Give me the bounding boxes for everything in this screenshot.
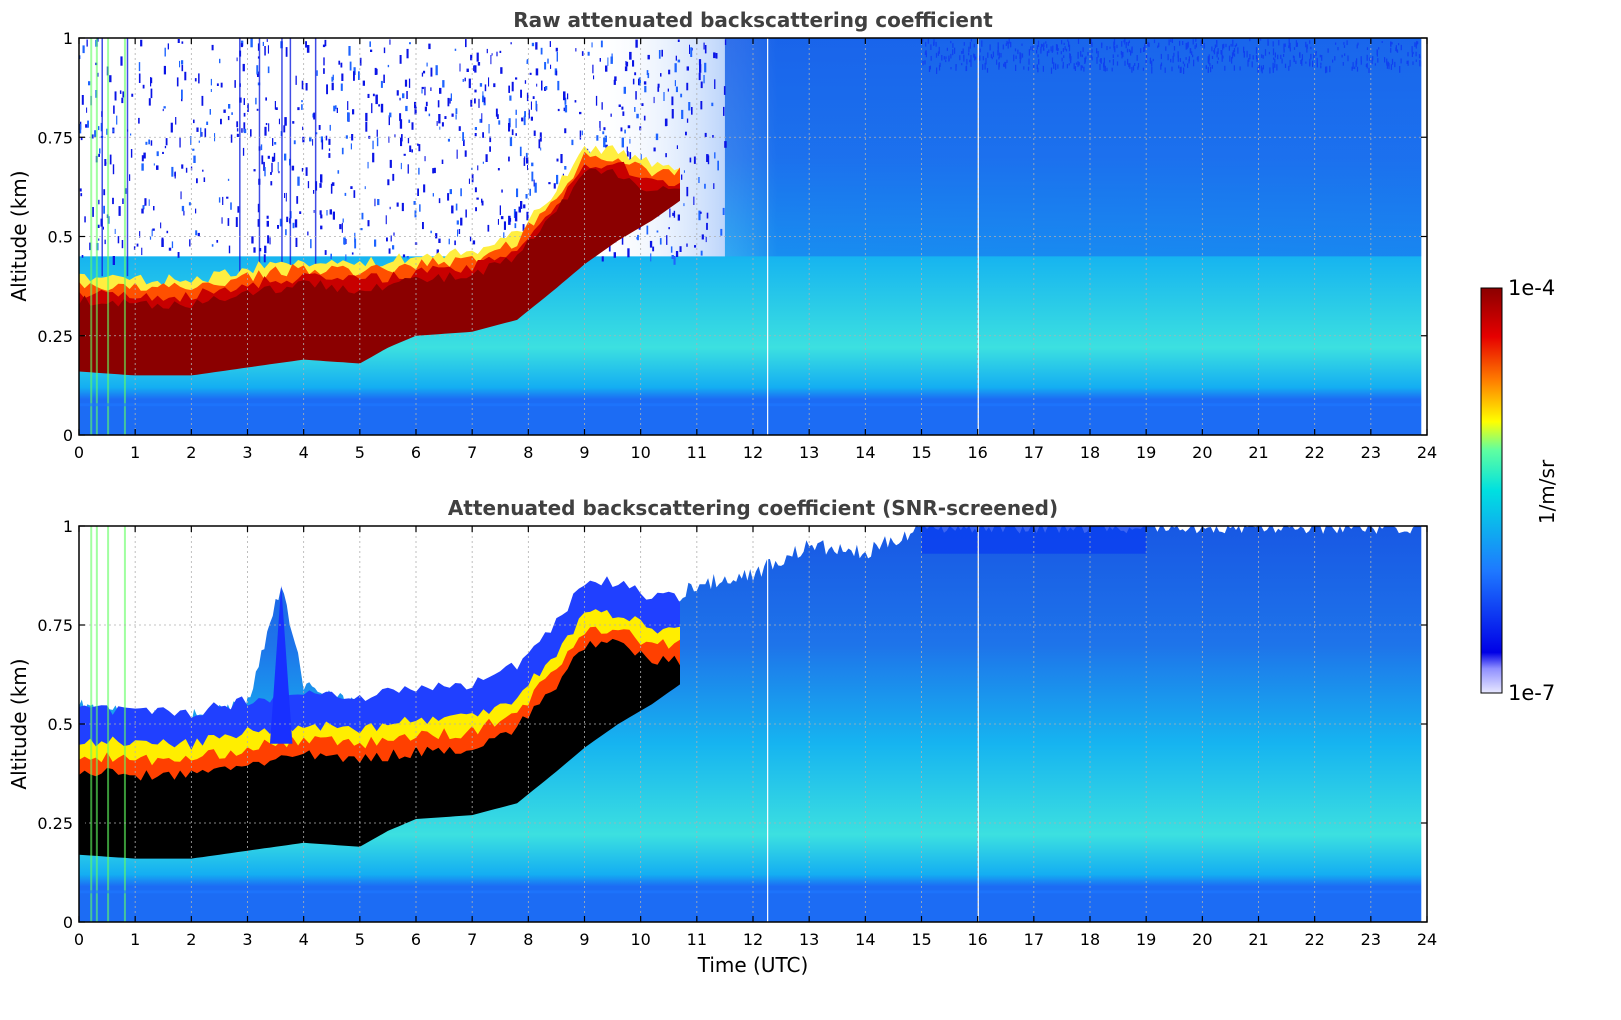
y-tick-label: 0	[63, 426, 73, 445]
x-tick-label: 15	[911, 930, 931, 949]
convective-plume	[269, 585, 293, 744]
colorbar-min-label: 1e-7	[1508, 681, 1555, 705]
x-tick-label: 5	[355, 930, 365, 949]
x-tick-label: 9	[579, 930, 589, 949]
x-tick-label: 21	[1248, 930, 1268, 949]
colorbar-gradient	[1480, 287, 1503, 694]
x-tick-label: 7	[467, 930, 477, 949]
x-tick-label: 24	[1417, 443, 1437, 462]
y-tick-label: 0.25	[37, 814, 73, 833]
raw-panel-title: Raw attenuated backscattering coefficien…	[513, 8, 993, 32]
x-tick-label: 22	[1304, 443, 1324, 462]
raw-backscatter-panel: Raw attenuated backscattering coefficien…	[7, 8, 1437, 462]
screened-panel-title: Attenuated backscattering coefficient (S…	[448, 496, 1058, 520]
x-tick-label: 11	[687, 930, 707, 949]
surface-layer	[79, 403, 1422, 407]
x-tick-label: 19	[1136, 930, 1156, 949]
raw-y-axis-label: Altitude (km)	[7, 170, 31, 301]
raw-x-axis-ticks: 0 1 2 3 4 5 6 7 8 9 10 11 12 13 14 15 16 17 18 19 20 21 22 23 24	[74, 38, 1437, 462]
x-tick-label: 6	[411, 930, 421, 949]
raw-backscatter-heatmap	[79, 38, 1427, 435]
x-tick-label: 4	[299, 930, 309, 949]
x-tick-label: 6	[411, 443, 421, 462]
x-tick-label: 4	[299, 443, 309, 462]
x-tick-label: 9	[579, 443, 589, 462]
screened-backscatter-panel: Attenuated backscattering coefficient (S…	[7, 496, 1437, 977]
precip-streak	[90, 526, 93, 922]
missing-data-gap	[977, 38, 979, 435]
x-tick-label: 20	[1192, 443, 1212, 462]
x-tick-label: 12	[743, 930, 763, 949]
x-tick-label: 8	[523, 930, 533, 949]
x-tick-label: 11	[687, 443, 707, 462]
x-tick-label: 2	[186, 930, 196, 949]
x-tick-label: 12	[743, 443, 763, 462]
x-tick-label: 14	[855, 930, 875, 949]
x-tick-label: 19	[1136, 443, 1156, 462]
x-tick-label: 18	[1080, 443, 1100, 462]
precip-streak	[95, 38, 98, 435]
raw-y-axis-ticks: 0 0.25 0.5 0.75 1	[37, 29, 1427, 445]
raw-gridlines	[78, 37, 1428, 436]
x-tick-label: 16	[967, 443, 987, 462]
x-tick-label: 3	[242, 443, 252, 462]
y-tick-label: 0	[63, 913, 73, 932]
x-tick-label: 23	[1361, 930, 1381, 949]
x-tick-label: 23	[1361, 443, 1381, 462]
x-tick-label: 17	[1024, 443, 1044, 462]
x-tick-label: 2	[186, 443, 196, 462]
x-tick-label: 0	[74, 930, 84, 949]
x-tick-label: 21	[1248, 443, 1268, 462]
missing-data-gap	[977, 526, 979, 922]
x-tick-label: 16	[967, 930, 987, 949]
x-tick-label: 24	[1417, 930, 1437, 949]
y-tick-label: 0.5	[48, 715, 73, 734]
x-tick-label: 13	[799, 443, 819, 462]
x-axis-label: Time (UTC)	[697, 953, 809, 977]
x-tick-label: 13	[799, 930, 819, 949]
x-tick-label: 17	[1024, 930, 1044, 949]
precip-streak	[107, 526, 110, 922]
y-tick-label: 0.25	[37, 327, 73, 346]
x-tick-label: 20	[1192, 930, 1212, 949]
y-tick-label: 1	[63, 517, 73, 536]
colorbar-unit-label: 1/m/sr	[1535, 459, 1559, 524]
precip-streak	[95, 526, 98, 922]
x-tick-label: 7	[467, 443, 477, 462]
x-tick-label: 14	[855, 443, 875, 462]
x-tick-label: 10	[630, 443, 650, 462]
x-tick-label: 15	[911, 443, 931, 462]
x-tick-label: 3	[242, 930, 252, 949]
precip-streak	[107, 38, 110, 435]
missing-data-gap	[767, 526, 769, 922]
screened-backscatter-heatmap	[79, 526, 1427, 922]
x-tick-label: 22	[1304, 930, 1324, 949]
surface-layer	[79, 890, 1422, 894]
noise-texture	[79, 38, 1423, 277]
x-tick-label: 1	[130, 930, 140, 949]
y-tick-label: 0.75	[37, 128, 73, 147]
x-tick-label: 10	[630, 930, 650, 949]
screened-y-axis-ticks: 0 0.25 0.5 0.75 1	[37, 517, 1427, 932]
y-tick-label: 0.75	[37, 616, 73, 635]
screened-y-axis-label: Altitude (km)	[7, 658, 31, 789]
missing-data-gap	[767, 38, 769, 435]
y-tick-label: 0.5	[48, 228, 73, 247]
x-tick-label: 8	[523, 443, 533, 462]
x-tick-label: 5	[355, 443, 365, 462]
x-tick-label: 1	[130, 443, 140, 462]
x-tick-label: 18	[1080, 930, 1100, 949]
colorbar-max-label: 1e-4	[1508, 276, 1555, 300]
colorbar: 1e-4 1e-7 1/m/sr	[1480, 276, 1559, 705]
y-tick-label: 1	[63, 29, 73, 48]
precip-streak	[90, 38, 93, 435]
screened-x-axis-ticks: 0 1 2 3 4 5 6 7 8 9 10 11 12 13 14 15 16 17 18 19 20 21 22 23 24	[74, 526, 1437, 949]
x-tick-label: 0	[74, 443, 84, 462]
